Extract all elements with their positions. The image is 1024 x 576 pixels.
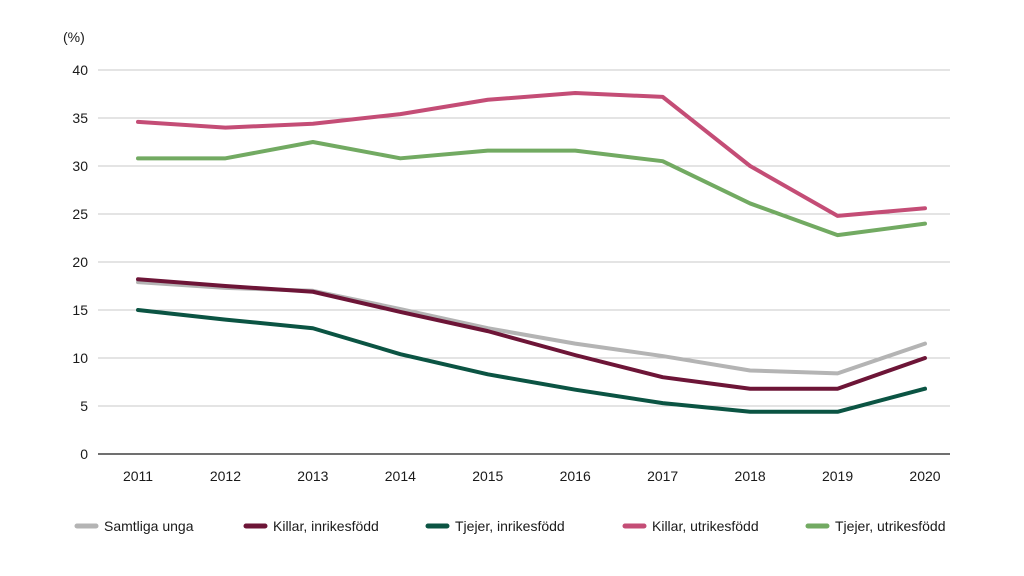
series-line-samtliga-unga (136, 280, 927, 376)
series-line-tjejer-utrikesf-dd (136, 140, 927, 238)
x-tick-label: 2014 (385, 468, 416, 484)
y-tick-label: 10 (72, 350, 88, 366)
series-line-killar-inrikesf-dd (136, 277, 927, 391)
legend-label-killar-inrikesf-dd: Killar, inrikesfödd (273, 518, 379, 534)
y-tick-label: 35 (72, 110, 88, 126)
x-tick-label: 2011 (123, 468, 153, 484)
y-tick-label: 0 (80, 446, 88, 462)
x-tick-label: 2012 (210, 468, 241, 484)
x-tick-label: 2017 (647, 468, 678, 484)
x-tick-label: 2019 (822, 468, 853, 484)
x-tick-label: 2015 (472, 468, 503, 484)
y-tick-label: 20 (72, 254, 88, 270)
legend-label-tjejer-inrikesf-dd: Tjejer, inrikesfödd (455, 518, 565, 534)
x-tick-label: 2018 (735, 468, 766, 484)
y-tick-label: 30 (72, 158, 88, 174)
y-tick-label: 5 (80, 398, 88, 414)
y-axis-label: (%) (63, 29, 85, 45)
y-tick-label: 40 (72, 62, 88, 78)
y-tick-label: 15 (72, 302, 88, 318)
x-tick-label: 2016 (560, 468, 591, 484)
x-tick-label: 2020 (909, 468, 940, 484)
legend: Samtliga unga Killar, inrikesfödd Tjejer, … (74, 518, 946, 534)
x-tick-labels: 2011 2012 2013 2014 2015 2016 2017 2018 2019 2020 (123, 468, 941, 484)
series-lines (136, 91, 927, 414)
y-tick-labels: 0 5 10 15 20 25 30 35 40 (72, 62, 88, 462)
series-line-killar-utrikesf-dd (136, 91, 927, 218)
x-tick-label: 2013 (297, 468, 328, 484)
legend-label-tjejer-utrikesf-dd: Tjejer, utrikesfödd (835, 518, 946, 534)
series-line-tjejer-inrikesf-dd (136, 308, 927, 414)
legend-label-killar-utrikesf-dd: Killar, utrikesfödd (652, 518, 759, 534)
y-tick-label: 25 (72, 206, 88, 222)
grid-lines (98, 69, 950, 455)
legend-label-samtliga-unga: Samtliga unga (104, 518, 194, 534)
